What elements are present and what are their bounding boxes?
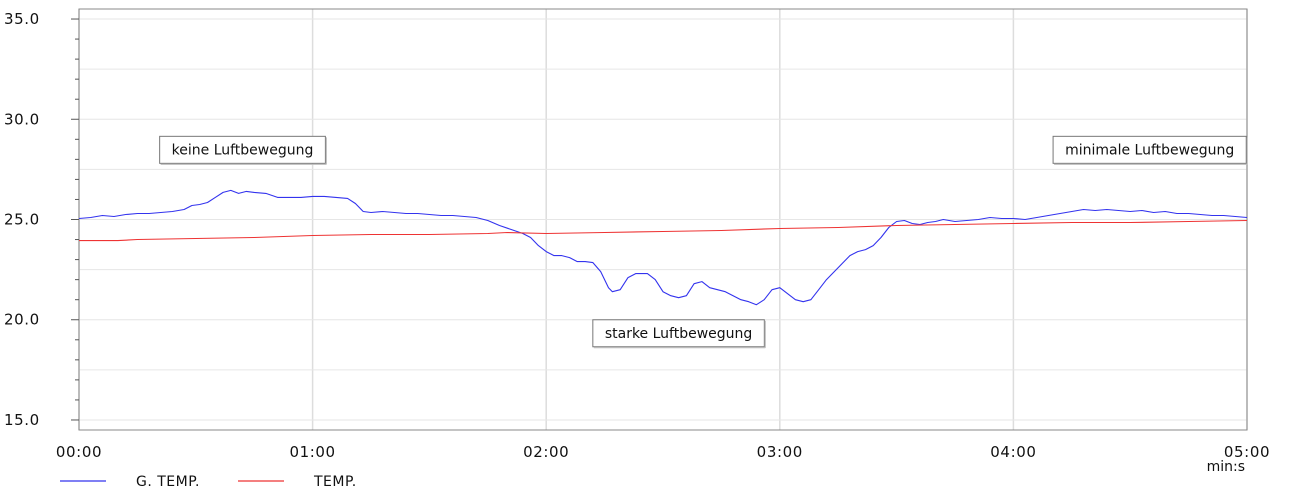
x-tick-label: 05:00 [1224, 443, 1270, 461]
x-tick-label: 01:00 [289, 443, 335, 461]
y-axis: 15.0 20.0 25.0 30.0 35.0 [4, 10, 79, 429]
y-tick-label: 25.0 [4, 211, 40, 229]
series-line-g-temp [78, 189, 1248, 306]
x-tick-label: 02:00 [523, 443, 569, 461]
series-layer [78, 189, 1248, 306]
x-axis: 00:00 01:00 02:00 03:00 04:00 05:00 [56, 443, 1270, 461]
y-tick-label: 35.0 [4, 10, 40, 28]
annotation-text: keine Luftbewegung [172, 142, 314, 158]
annotation-frame [159, 135, 326, 164]
y-tick-label: 30.0 [4, 110, 40, 128]
grid-lines [78, 9, 1248, 430]
annotation-text: minimale Luftbewegung [1065, 142, 1234, 158]
x-axis-unit-label: min:s [1207, 459, 1245, 475]
x-tick-label: 03:00 [757, 443, 803, 461]
annotation-box: keine Luftbewegung [159, 135, 327, 165]
annotation-frame [1052, 135, 1247, 164]
legend-label: G. TEMP. [136, 474, 200, 489]
annotation-box: minimale Luftbewegung [1052, 135, 1248, 165]
annotation-box: starke Luftbewegung [592, 319, 766, 349]
y-tick-label: 15.0 [4, 411, 40, 429]
x-tick-label: 04:00 [990, 443, 1036, 461]
y-tick-label: 20.0 [4, 311, 40, 329]
legend: G. TEMP. TEMP. [60, 474, 357, 489]
annotation-text: starke Luftbewegung [605, 326, 752, 342]
annotation-frame [592, 319, 765, 348]
legend-label: TEMP. [313, 474, 357, 489]
annotations: keine Luftbewegung minimale Luftbewegung s… [159, 135, 1248, 349]
series-line-temp [79, 219, 1248, 242]
x-tick-label: 00:00 [56, 443, 102, 461]
